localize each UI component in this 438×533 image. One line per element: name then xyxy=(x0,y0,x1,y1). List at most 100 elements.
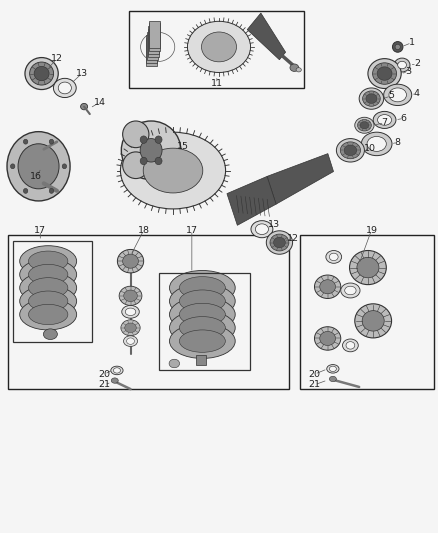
Ellipse shape xyxy=(28,264,68,285)
Text: 21: 21 xyxy=(98,381,110,389)
Text: 21: 21 xyxy=(308,381,321,389)
Text: 20: 20 xyxy=(308,370,321,378)
Text: 13: 13 xyxy=(76,69,88,77)
Ellipse shape xyxy=(119,286,142,305)
Ellipse shape xyxy=(255,224,268,235)
Ellipse shape xyxy=(270,234,289,251)
Ellipse shape xyxy=(169,359,180,368)
Ellipse shape xyxy=(273,237,286,248)
Ellipse shape xyxy=(28,278,68,298)
Ellipse shape xyxy=(34,67,49,80)
Ellipse shape xyxy=(30,62,53,85)
Ellipse shape xyxy=(143,148,203,193)
Ellipse shape xyxy=(122,305,139,318)
Text: 10: 10 xyxy=(364,144,376,152)
Text: 8: 8 xyxy=(395,138,401,147)
Ellipse shape xyxy=(123,152,149,179)
Ellipse shape xyxy=(326,251,342,263)
Ellipse shape xyxy=(266,231,293,254)
Ellipse shape xyxy=(392,42,403,52)
Text: 1: 1 xyxy=(409,38,415,47)
Ellipse shape xyxy=(180,290,226,312)
Ellipse shape xyxy=(187,21,251,72)
Text: 15: 15 xyxy=(177,142,189,151)
Ellipse shape xyxy=(125,308,136,316)
Ellipse shape xyxy=(368,59,401,88)
Ellipse shape xyxy=(121,320,140,336)
Bar xyxy=(8,235,289,389)
Bar xyxy=(159,273,250,370)
Ellipse shape xyxy=(58,82,71,94)
Ellipse shape xyxy=(314,327,341,350)
Ellipse shape xyxy=(170,324,235,358)
Ellipse shape xyxy=(344,145,357,156)
Ellipse shape xyxy=(20,259,77,290)
Bar xyxy=(148,26,159,54)
Polygon shape xyxy=(227,176,276,225)
Ellipse shape xyxy=(384,84,412,106)
Ellipse shape xyxy=(20,272,77,303)
Ellipse shape xyxy=(398,61,406,69)
Bar xyxy=(300,235,434,389)
Ellipse shape xyxy=(20,246,77,277)
Ellipse shape xyxy=(28,251,68,271)
Text: 11: 11 xyxy=(211,79,223,88)
Ellipse shape xyxy=(373,111,396,128)
Ellipse shape xyxy=(170,271,235,305)
Ellipse shape xyxy=(18,144,59,189)
Bar xyxy=(148,29,159,57)
Text: 2: 2 xyxy=(414,60,420,68)
Text: 12: 12 xyxy=(286,235,299,243)
Ellipse shape xyxy=(363,91,380,106)
Ellipse shape xyxy=(53,78,76,98)
Ellipse shape xyxy=(170,310,235,345)
Ellipse shape xyxy=(180,317,226,339)
Ellipse shape xyxy=(314,275,341,298)
Ellipse shape xyxy=(155,136,162,143)
Ellipse shape xyxy=(373,63,396,84)
Ellipse shape xyxy=(361,132,392,156)
Text: 17: 17 xyxy=(34,226,46,235)
Ellipse shape xyxy=(355,117,374,133)
Ellipse shape xyxy=(355,304,392,338)
Ellipse shape xyxy=(346,342,355,349)
Text: 20: 20 xyxy=(98,370,110,378)
Ellipse shape xyxy=(290,64,299,71)
Ellipse shape xyxy=(329,376,336,382)
Polygon shape xyxy=(267,154,333,204)
Ellipse shape xyxy=(329,253,338,261)
Ellipse shape xyxy=(329,366,336,372)
Ellipse shape xyxy=(121,121,181,180)
Text: 3: 3 xyxy=(405,68,411,76)
Ellipse shape xyxy=(62,164,67,169)
Text: 18: 18 xyxy=(138,226,150,235)
Ellipse shape xyxy=(111,378,118,383)
Ellipse shape xyxy=(7,132,70,201)
Text: 5: 5 xyxy=(388,92,394,100)
Ellipse shape xyxy=(180,277,226,299)
Ellipse shape xyxy=(113,368,120,373)
Text: 4: 4 xyxy=(414,89,420,98)
Text: 12: 12 xyxy=(51,54,63,63)
Bar xyxy=(149,23,160,51)
Ellipse shape xyxy=(327,365,339,373)
Bar xyxy=(147,32,158,60)
Ellipse shape xyxy=(345,286,356,295)
Ellipse shape xyxy=(117,249,144,273)
Ellipse shape xyxy=(43,329,57,340)
Ellipse shape xyxy=(170,297,235,332)
Ellipse shape xyxy=(362,311,384,331)
Ellipse shape xyxy=(389,88,406,102)
Ellipse shape xyxy=(28,291,68,311)
Ellipse shape xyxy=(359,88,384,109)
Ellipse shape xyxy=(120,132,226,209)
Ellipse shape xyxy=(296,68,301,72)
Ellipse shape xyxy=(140,136,147,143)
Ellipse shape xyxy=(377,67,392,80)
Bar xyxy=(146,35,157,63)
Ellipse shape xyxy=(320,332,336,345)
Text: 19: 19 xyxy=(365,226,378,235)
Ellipse shape xyxy=(378,115,392,125)
Ellipse shape xyxy=(11,164,15,169)
Ellipse shape xyxy=(140,157,147,165)
